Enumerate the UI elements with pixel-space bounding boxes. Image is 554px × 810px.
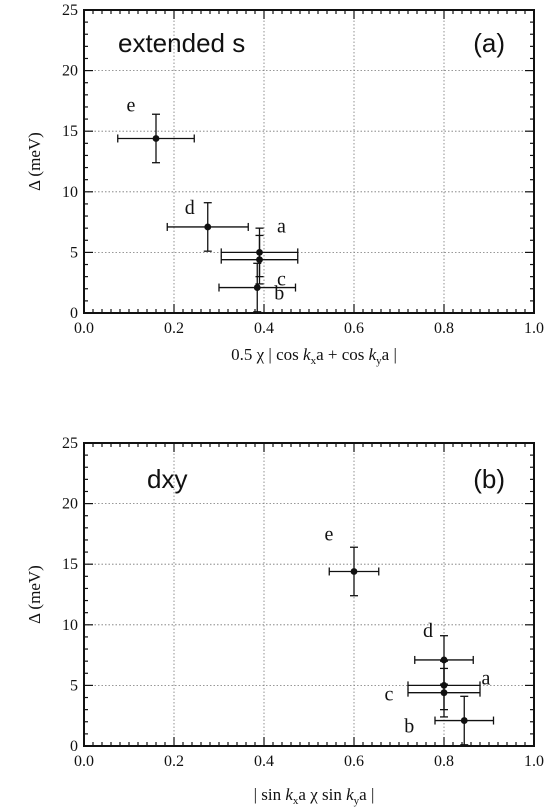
x-axis-title-part: k [346,785,354,804]
x-tick-label: 1.0 [524,320,544,337]
data-point-e: e [117,94,195,164]
y-tick-label: 10 [62,617,78,634]
x-tick-label: 0.8 [434,320,454,337]
point-label: d [185,197,195,219]
plot-frame [83,442,535,747]
x-tick-label: 0.6 [344,753,364,770]
x-tick-label: 0.0 [74,320,94,337]
x-tick-label: 0.6 [344,320,364,337]
y-tick-label: 15 [62,556,78,573]
data-point-d: d [166,197,249,252]
x-axis-title-part: y [354,795,360,807]
point-label: a [277,215,286,237]
panel-annotation: extended s [118,28,245,58]
x-tick-label: 0.4 [254,320,274,337]
y-tick-label: 20 [62,496,78,513]
point-label: e [325,523,334,545]
x-tick-label: 0.4 [254,753,274,770]
x-axis-title: | sin kxa χ sin kya | [254,785,375,807]
point-label: c [385,684,394,706]
x-axis-title-part: a + cos [316,345,369,364]
data-point-a: a [407,660,491,711]
panel-a: 0.0 0.2 0.4 0.6 0.8 1.0 0 5 10 15 20 25 Δ (meV) 0.5 χ… [25,2,544,367]
y-tick-label: 10 [62,184,78,201]
x-tick-label: 0.2 [164,753,184,770]
y-tick-label: 0 [70,305,78,322]
x-axis-title-part: y [376,355,382,367]
y-axis-title: Δ (meV) [25,132,44,191]
data-point-d: d [414,620,474,685]
data-point-c: c [385,667,481,718]
data-marker [350,568,358,575]
data-point-c: c [220,234,299,291]
data-marker [204,223,212,231]
data-marker [256,256,263,264]
x-axis-title-part: a | [382,345,397,364]
data-marker [152,135,160,142]
y-tick-label: 15 [62,123,78,140]
y-tick-label: 0 [70,738,78,755]
panel-label: (b) [473,464,505,494]
data-marker [440,656,448,664]
y-tick-label: 25 [62,435,78,452]
x-axis-title-part: x [311,355,317,367]
y-tick-label: 20 [62,63,78,80]
panel-annotation: dxy [147,464,187,494]
x-axis-title-part: | sin [254,785,286,804]
x-axis-title-part: k [303,345,311,364]
y-tick-label: 25 [62,2,78,19]
data-point-b: b [218,262,297,313]
data-marker [460,717,468,724]
x-axis-title-part: a χ sin [298,785,346,804]
x-axis-title-part: k [369,345,377,364]
x-axis-title-part: a | [359,785,374,804]
plot-frame [83,9,535,314]
x-axis-title: 0.5 χ | cos kxa + cos kya | [231,345,397,367]
x-axis-title-part: 0.5 χ | cos [231,345,303,364]
point-label: a [482,667,491,689]
panel-b: 0.0 0.2 0.4 0.6 0.8 1.0 0 5 10 15 20 25 Δ (meV) | sin… [25,435,544,807]
data-marker [253,284,261,291]
y-tick-label: 5 [70,677,78,694]
y-tick-label: 5 [70,244,78,261]
point-label: b [404,716,414,738]
x-tick-label: 0.0 [74,753,94,770]
x-tick-label: 0.8 [434,753,454,770]
point-label: d [423,620,433,642]
x-tick-label: 1.0 [524,753,544,770]
x-tick-label: 0.2 [164,320,184,337]
point-label: c [277,269,286,291]
x-axis-title-part: x [293,795,299,807]
point-label: b [274,283,284,305]
data-point-e: e [325,523,380,597]
data-marker [440,689,448,697]
data-point-b: b [404,695,495,746]
y-axis-title: Δ (meV) [25,565,44,624]
panel-label: (a) [473,28,505,58]
x-axis-title-part: k [285,785,293,804]
point-label: e [127,94,136,116]
